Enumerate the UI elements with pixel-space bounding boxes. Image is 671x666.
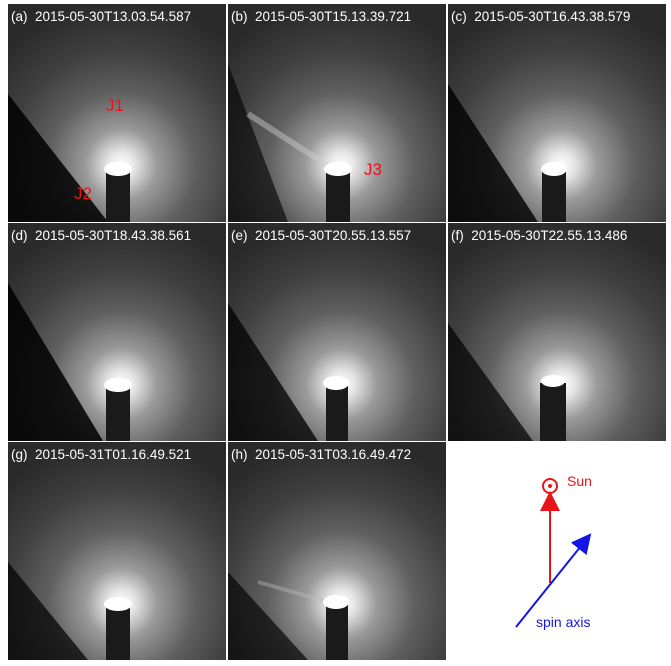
image-panel-c: (c) 2015-05-30T16.43.38.579 [448, 4, 666, 222]
panel-label-c: (c) 2015-05-30T16.43.38.579 [451, 9, 631, 24]
panel-label-a: (a) 2015-05-30T13.03.54.587 [11, 9, 192, 24]
image-panel-e: (e) 2015-05-30T20.55.13.557 [228, 223, 446, 441]
panel-label-d: (d) 2015-05-30T18.43.38.561 [11, 228, 192, 243]
orientation-legend: Sun spin axis [449, 443, 667, 661]
sun-symbol-icon [542, 478, 558, 494]
comet-image-g [8, 442, 226, 660]
image-panel-d: (d) 2015-05-30T18.43.38.561 [8, 223, 226, 441]
panel-label-e: (e) 2015-05-30T20.55.13.557 [231, 228, 412, 243]
comet-image-d [8, 223, 226, 441]
jet-label-j3: J3 [364, 160, 382, 179]
panel-label-b: (b) 2015-05-30T15.13.39.721 [231, 9, 412, 24]
image-panel-h: (h) 2015-05-31T03.16.49.472 [228, 442, 446, 660]
image-panel-g: (g) 2015-05-31T01.16.49.521 [8, 442, 226, 660]
panel-label-h: (h) 2015-05-31T03.16.49.472 [231, 447, 412, 462]
image-panel-f: (f) 2015-05-30T22.55.13.486 [448, 223, 666, 441]
jet-label-j2: J2 [74, 184, 92, 203]
comet-image-f [448, 223, 666, 441]
comet-image-e [228, 223, 446, 441]
spin-axis-arrow [515, 533, 592, 628]
sun-label: Sun [567, 473, 592, 489]
comet-image-h [228, 442, 446, 660]
panel-label-g: (g) 2015-05-31T01.16.49.521 [11, 447, 192, 462]
comet-image-c [448, 4, 666, 222]
panel-label-f: (f) 2015-05-30T22.55.13.486 [451, 228, 628, 243]
comet-image-a [8, 4, 226, 222]
image-panel-a: (a) 2015-05-30T13.03.54.587 J1 J2 [8, 4, 226, 222]
orientation-arrows [515, 478, 592, 628]
jet-label-j1: J1 [106, 96, 124, 115]
image-panel-b: (b) 2015-05-30T15.13.39.721 J3 [228, 4, 446, 222]
spin-axis-label: spin axis [536, 614, 591, 630]
comet-image-b [228, 4, 446, 222]
